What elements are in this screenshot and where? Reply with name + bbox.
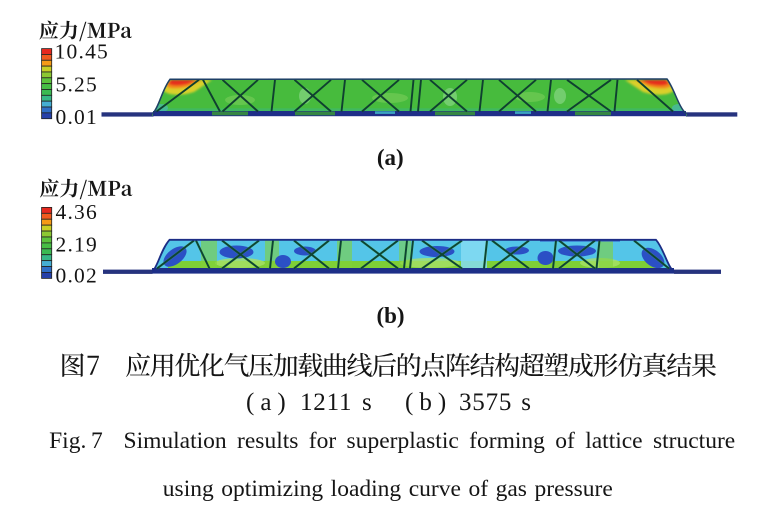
svg-text:1211: 1211	[300, 389, 352, 416]
svg-text:s: s	[362, 389, 372, 416]
svg-text:0.02: 0.02	[56, 263, 98, 287]
svg-text:(a): (a)	[246, 389, 292, 416]
svg-text:(b): (b)	[376, 303, 404, 328]
svg-text:Fig. 7 Simulation results for: Fig. 7 Simulation results for superplast…	[49, 428, 735, 454]
svg-text:(a): (a)	[377, 145, 404, 170]
svg-text:10.45: 10.45	[55, 40, 109, 64]
svg-text:using optimizing loading curve: using optimizing loading curve of gas pr…	[163, 476, 613, 502]
svg-text:5.25: 5.25	[56, 73, 98, 97]
svg-text:3575: 3575	[459, 389, 512, 416]
svg-text:s: s	[521, 389, 531, 416]
svg-text:(b): (b)	[405, 389, 452, 416]
svg-text:4.36: 4.36	[56, 200, 98, 224]
svg-text:0.01: 0.01	[56, 105, 98, 129]
svg-text:2.19: 2.19	[56, 233, 98, 257]
